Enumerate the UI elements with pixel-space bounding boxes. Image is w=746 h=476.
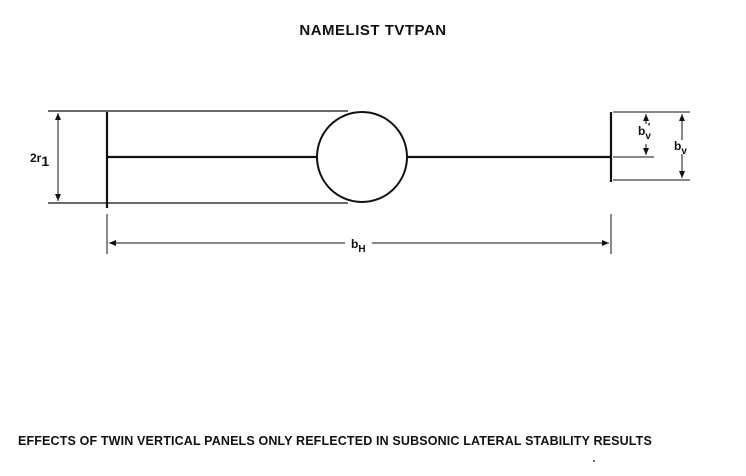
diagram-title: NAMELIST TVTPAN [299,22,447,39]
scan-speck [593,460,595,462]
panel-offset-label: bv′ [638,122,651,142]
span-label: bH [351,237,366,255]
diagram-caption: EFFECTS OF TWIN VERTICAL PANELS ONLY REF… [18,434,652,448]
vertical-panels [105,112,613,208]
panel-height-dimensions [613,111,690,181]
fuselage-cross-section [316,111,408,203]
panel-height-label: bv [674,139,687,157]
span-dimension [106,214,612,254]
radius-label: 2r1 [30,151,49,169]
